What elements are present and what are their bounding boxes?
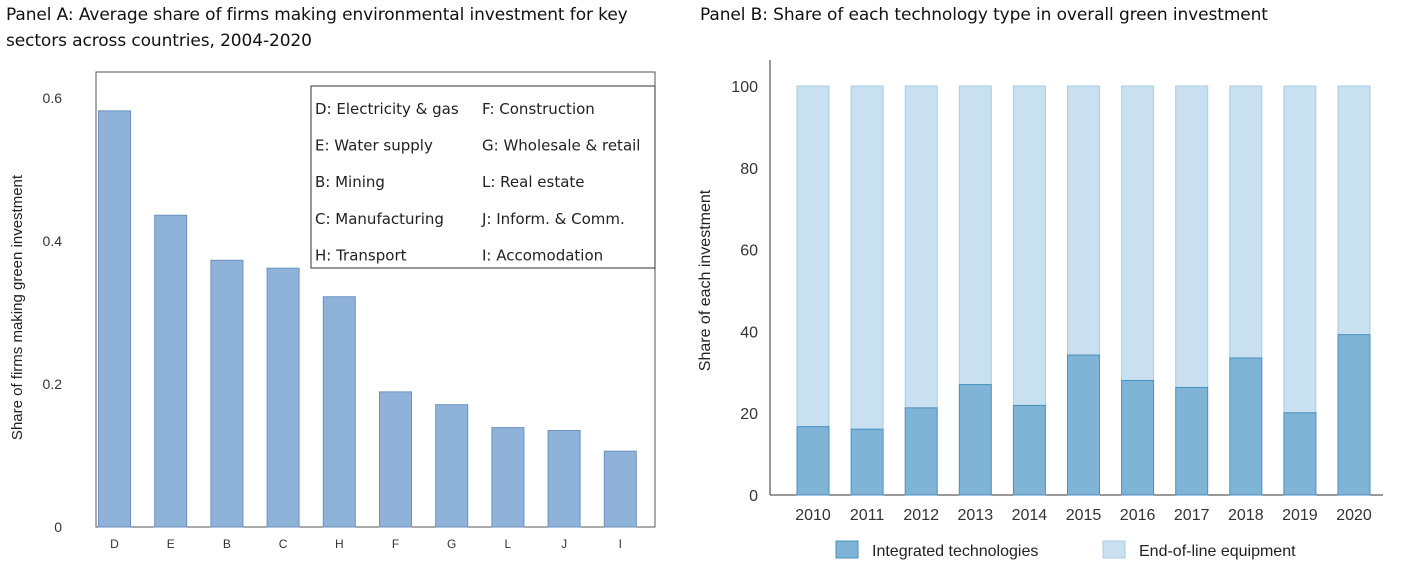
panel-b-xtick-label: 2018 bbox=[1228, 507, 1264, 524]
panel-b-bar-eol-2014 bbox=[1012, 85, 1046, 406]
panel-a-xtick-label: I bbox=[619, 537, 622, 551]
panel-b-title: Panel B: Share of each technology type i… bbox=[700, 5, 1268, 25]
panel-a-title: Panel A: Average share of firms making e… bbox=[6, 5, 628, 51]
panel-b-xtick-label: 2013 bbox=[958, 507, 994, 524]
panel-b-ytick-label: 20 bbox=[740, 406, 758, 423]
panel-a-bar-F bbox=[379, 391, 412, 528]
panel-b-bar-eol-2012 bbox=[904, 85, 938, 409]
panel-b-bar-eol-2013 bbox=[958, 85, 992, 386]
panel-b-legend-integrated: Integrated technologies bbox=[872, 543, 1038, 560]
panel-b-bar-integrated-2011 bbox=[850, 428, 884, 496]
panel-b-ytick-label: 60 bbox=[740, 243, 758, 260]
panel-a-bar-J bbox=[547, 429, 581, 528]
panel-a-bar-B bbox=[210, 259, 244, 528]
panel-a-ylabel: Share of firms making green investment bbox=[9, 174, 26, 440]
panel-b-bar-eol-2017 bbox=[1175, 85, 1209, 388]
panel-a-xtick-label: L bbox=[505, 537, 512, 551]
panel-b-xtick-label: 2012 bbox=[903, 507, 939, 524]
panel-b-bar-integrated-2014 bbox=[1012, 404, 1046, 496]
panel-a-bar-L bbox=[491, 427, 525, 528]
panel-a-ytick-label: 0.6 bbox=[43, 90, 63, 106]
panel-a-plot-frame bbox=[95, 71, 656, 528]
panel-b-bar-integrated-2020 bbox=[1337, 334, 1371, 496]
panel-b-bar-eol-2016 bbox=[1121, 85, 1155, 381]
panel-a-xtick-label: F bbox=[392, 537, 399, 551]
panel-a-ytick-label: 0.2 bbox=[43, 376, 63, 392]
panel-b-xtick-label: 2016 bbox=[1120, 507, 1156, 524]
panel-b-bar-integrated-2019 bbox=[1283, 412, 1317, 496]
panel-a-bar-H bbox=[322, 296, 356, 528]
panel-b-xtick-label: 2017 bbox=[1174, 507, 1210, 524]
panel-b-xtick-label: 2015 bbox=[1066, 507, 1102, 524]
panel-b-xtick-label: 2014 bbox=[1012, 507, 1048, 524]
panel-b-legend-swatch-integrated bbox=[835, 540, 859, 559]
panel-b-bar-integrated-2018 bbox=[1229, 357, 1263, 496]
panel-b-bar-integrated-2013 bbox=[958, 384, 992, 496]
panel-b-bar-eol-2020 bbox=[1337, 85, 1371, 336]
panel-b-ytick-label: 40 bbox=[740, 324, 758, 341]
panel-b-legend-eol: End-of-line equipment bbox=[1139, 543, 1296, 560]
panel-b-xtick-label: 2010 bbox=[795, 507, 831, 524]
panel-a-xtick-label: H bbox=[335, 537, 344, 551]
panel-b-legend-swatch-eol bbox=[1102, 540, 1126, 559]
panel-b-xtick-label: 2011 bbox=[850, 507, 885, 524]
panel-a-legend-entry: J: Inform. & Comm. bbox=[481, 210, 625, 228]
panel-b-ytick-label: 80 bbox=[740, 161, 758, 178]
panel-a-legend-entry: F: Construction bbox=[482, 100, 595, 118]
panel-b-bar-integrated-2015 bbox=[1067, 354, 1100, 496]
panel-b-bar-eol-2011 bbox=[850, 85, 884, 430]
panel-a-bar-C bbox=[266, 267, 300, 528]
panel-b-ytick-label: 0 bbox=[749, 488, 758, 505]
panel-a-xtick-label: D bbox=[110, 537, 119, 551]
panel-a-legend-entry: B: Mining bbox=[315, 173, 385, 191]
panel-b-bar-eol-2015 bbox=[1067, 85, 1100, 356]
panel-b-ytick-label: 100 bbox=[731, 79, 758, 96]
panel-a-xtick-label: G bbox=[447, 537, 456, 551]
panel-a-xtick-label: C bbox=[279, 537, 288, 551]
panel-a-legend-entry: H: Transport bbox=[315, 246, 407, 264]
panel-b-bar-eol-2019 bbox=[1283, 85, 1317, 414]
panel-b-xtick-label: 2019 bbox=[1282, 507, 1318, 524]
panel-b-bar-eol-2018 bbox=[1229, 85, 1263, 359]
panel-a-bar-E bbox=[154, 214, 188, 528]
panel-b-bar-integrated-2016 bbox=[1121, 379, 1155, 496]
panel-a-bar-I bbox=[603, 450, 637, 528]
panel-a-legend-entry: D: Electricity & gas bbox=[315, 100, 459, 118]
panel-b-ylabel: Share of each investment bbox=[697, 189, 714, 371]
panel-a-legend-entry: L: Real estate bbox=[482, 173, 585, 191]
panel-a-xtick-label: B bbox=[223, 537, 231, 551]
panel-a-xtick-label: E bbox=[167, 537, 175, 551]
panel-a-ytick-label: 0.4 bbox=[43, 233, 63, 249]
panel-b-xtick-label: 2020 bbox=[1336, 507, 1372, 524]
panel-a-bar-D bbox=[98, 110, 131, 528]
panel-b-bar-integrated-2017 bbox=[1175, 386, 1209, 496]
panel-a-legend-box bbox=[310, 85, 656, 269]
panel-a-legend-entry: G: Wholesale & retail bbox=[482, 137, 640, 155]
panel-b-bar-integrated-2010 bbox=[796, 426, 830, 496]
panel-a-bar-G bbox=[435, 404, 469, 528]
panel-a-ytick-label: 0 bbox=[54, 519, 62, 535]
panel-a-legend-entry: I: Accomodation bbox=[482, 246, 603, 264]
panel-b-bar-integrated-2012 bbox=[904, 407, 938, 496]
panel-a-legend-entry: E: Water supply bbox=[315, 137, 433, 155]
panel-b-bar-eol-2010 bbox=[796, 85, 830, 428]
panel-a-xtick-label: J bbox=[561, 537, 567, 551]
panel-a-legend-entry: C: Manufacturing bbox=[315, 210, 444, 228]
